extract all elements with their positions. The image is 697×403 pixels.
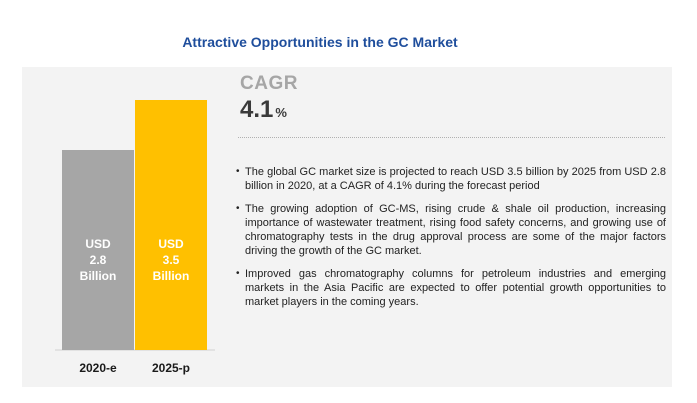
x-tick-label: 2020-e [79,361,117,375]
cagr-label: CAGR [240,73,298,94]
cagr-value: 4.1% [240,96,287,124]
cagr-unit: % [275,105,287,120]
bar-2025-p [135,100,207,350]
key-point-text: The global GC market size is projected t… [245,166,666,192]
bar-chart: USD 2.8 Billion 2020-e USD 3.5 Billion 2025-p [55,100,215,375]
key-point: • The global GC market size is projected … [236,165,666,193]
key-point-text: The growing adoption of GC-MS, rising cr… [245,203,666,257]
bar-value-label: 2.8 [90,253,107,267]
key-point-text: Improved gas chromatography columns for … [245,268,666,308]
bullet-icon: • [236,268,240,279]
bar-value-label: USD [85,237,111,251]
cagr-divider [238,137,665,138]
key-point: • Improved gas chromatography columns for… [236,267,666,309]
bar-value-label: Billion [153,269,190,283]
bar-value-label: USD [158,237,184,251]
key-point: • The growing adoption of GC-MS, rising c… [236,202,666,258]
key-points-list: • The global GC market size is projected … [236,165,666,318]
cagr-number: 4.1 [240,96,274,123]
bar-2020-e [62,150,134,350]
page-title: Attractive Opportunities in the GC Marke… [182,34,458,50]
bullet-icon: • [236,203,240,214]
bullet-icon: • [236,166,240,177]
bar-value-label: 3.5 [163,253,180,267]
bar-value-label: Billion [80,269,117,283]
x-tick-label: 2025-p [152,361,190,375]
